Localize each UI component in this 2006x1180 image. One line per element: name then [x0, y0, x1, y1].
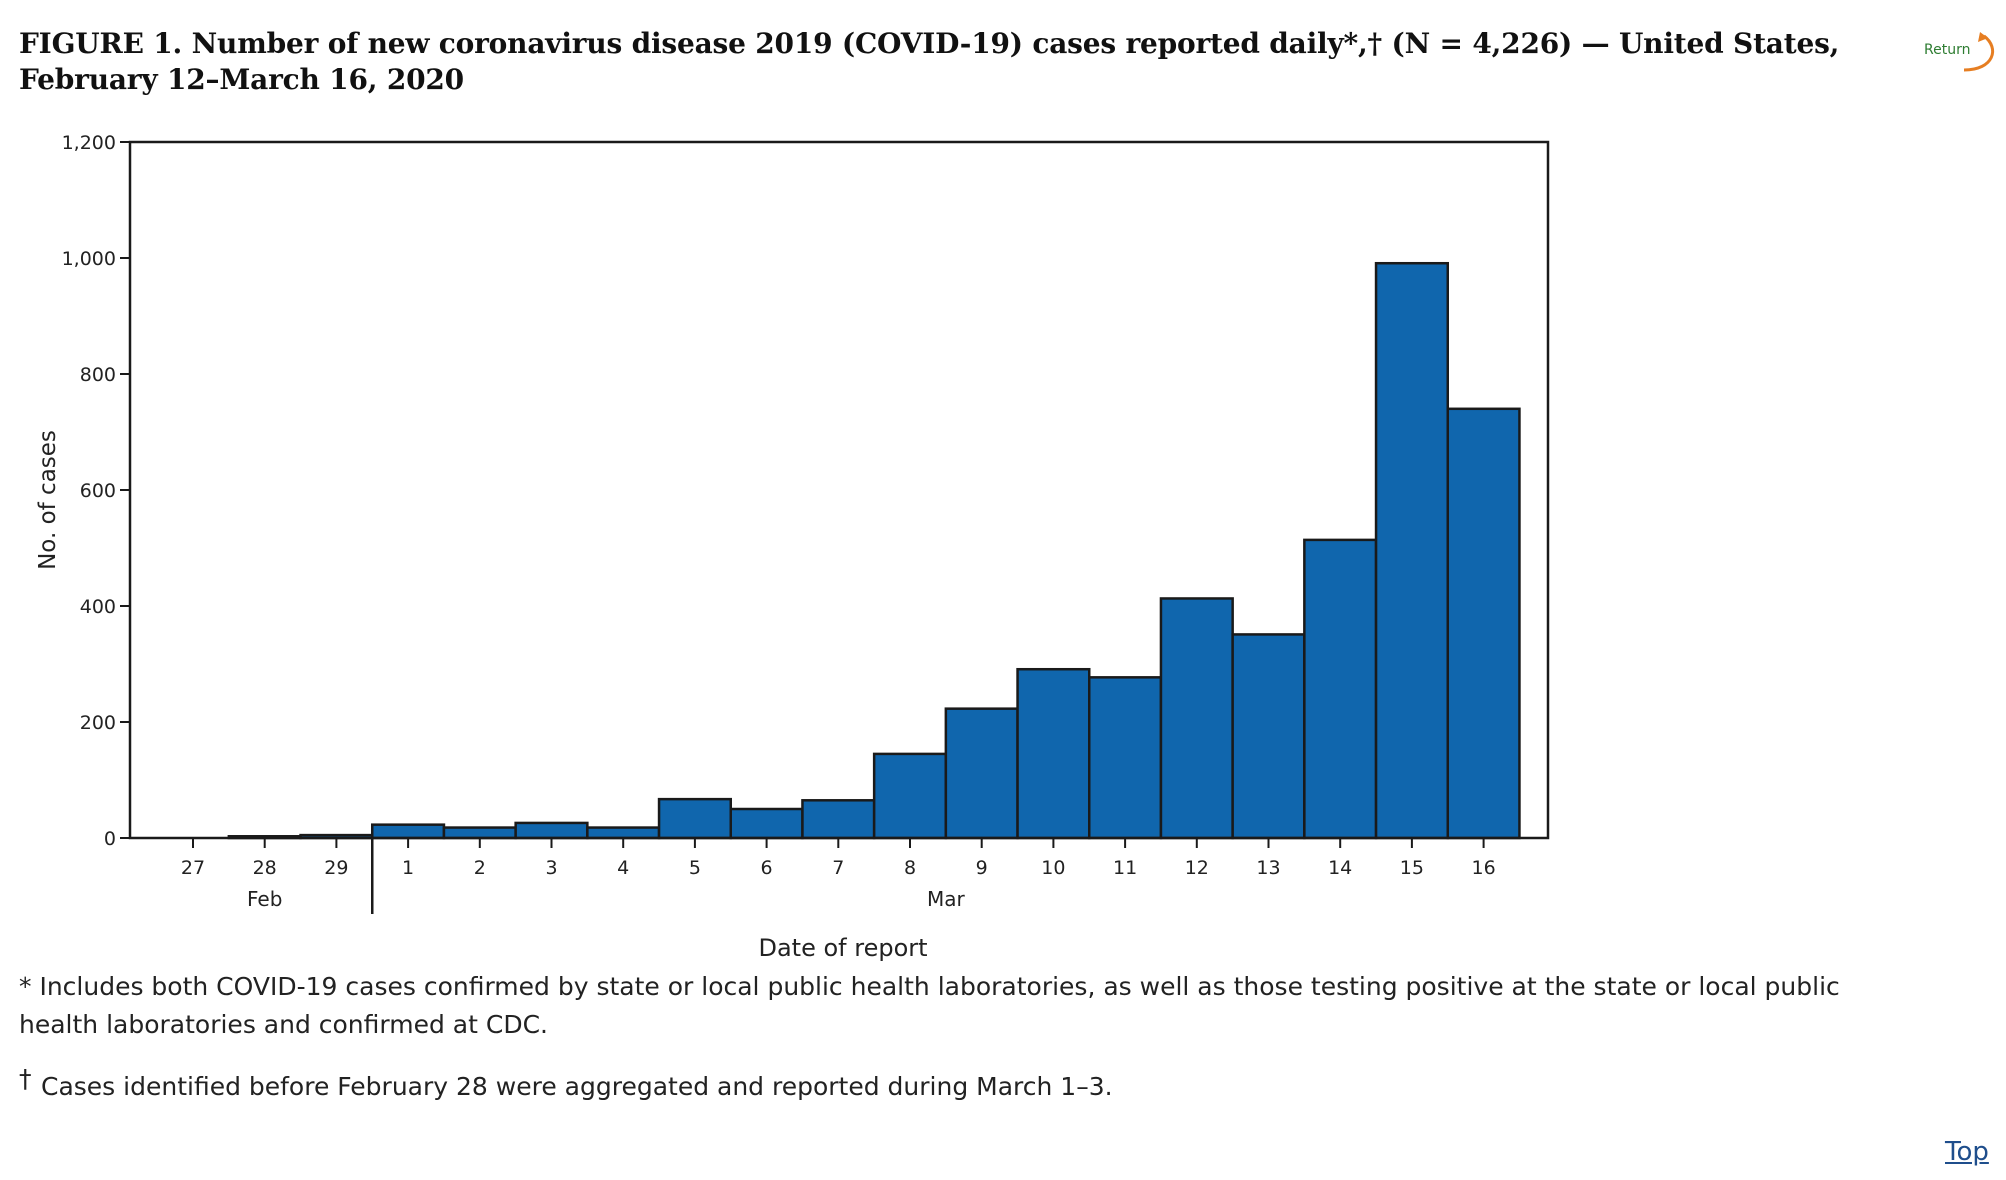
y-tick-label-600: 600 [80, 480, 116, 502]
x-tick-label-9: 9 [976, 857, 988, 879]
bar-11 [1088, 676, 1163, 840]
bar-14 [1303, 538, 1378, 840]
x-tick-label-13: 13 [1256, 857, 1280, 879]
x-tick-label-16: 16 [1472, 857, 1496, 879]
month-label-feb: Feb [247, 887, 282, 911]
y-tick-label-1000: 1,000 [62, 248, 116, 270]
chart: 0 200 400 600 800 1,000 1,200 27 28 29 1 2 3 4 5 6 7 8 9 10… [0, 120, 1580, 970]
footnote-2: † Cases identified before February 28 we… [19, 1064, 1919, 1106]
x-tick-label-28: 28 [253, 857, 277, 879]
bar-3 [514, 821, 589, 840]
bar-16 [1446, 407, 1521, 840]
x-tick-label-14: 14 [1328, 857, 1352, 879]
bar-12 [1159, 597, 1234, 840]
bar-7 [801, 799, 876, 840]
bar-15 [1374, 261, 1450, 840]
x-axis-title: Date of report [758, 934, 927, 962]
footnotes: * Includes both COVID-19 cases confirmed… [19, 968, 1919, 1106]
dagger-symbol: † [19, 1064, 32, 1093]
x-tick-label-3: 3 [545, 857, 557, 879]
x-tick-label-27: 27 [181, 857, 205, 879]
return-link[interactable]: Return [1922, 30, 1998, 74]
x-tick-label-15: 15 [1400, 857, 1424, 879]
y-axis-title: No. of cases [35, 430, 61, 570]
x-tick-label-8: 8 [904, 857, 916, 879]
bar-13 [1231, 633, 1306, 840]
month-label-mar: Mar [927, 887, 966, 911]
x-tick-label-1: 1 [402, 857, 414, 879]
return-label: Return [1924, 42, 1971, 58]
bar-8 [872, 752, 948, 840]
x-tick-label-11: 11 [1113, 857, 1137, 879]
bar-5 [657, 797, 732, 840]
bar-6 [729, 807, 804, 840]
bar-9 [944, 707, 1019, 840]
footnote-1: * Includes both COVID-19 cases confirmed… [19, 972, 1840, 1039]
x-tick-label-12: 12 [1185, 857, 1209, 879]
y-tick-label-200: 200 [80, 712, 116, 734]
x-tick-label-2: 2 [474, 857, 486, 879]
y-tick-label-400: 400 [80, 596, 116, 618]
x-tick-label-4: 4 [617, 857, 629, 879]
bar-1 [371, 823, 446, 840]
x-tick-label-5: 5 [689, 857, 701, 879]
x-tick-label-7: 7 [832, 857, 844, 879]
y-tick-label-800: 800 [80, 364, 116, 386]
return-arrow-icon [1963, 32, 1995, 72]
x-tick-label-6: 6 [761, 857, 773, 879]
x-tick-label-29: 29 [324, 857, 348, 879]
x-tick-label-10: 10 [1041, 857, 1065, 879]
y-tick-label-1200: 1,200 [62, 132, 116, 154]
figure-title: FIGURE 1. Number of new coronavirus dise… [19, 27, 1840, 96]
bar-2 [442, 826, 517, 840]
bar-4 [586, 826, 661, 840]
y-tick-label-0: 0 [104, 828, 116, 850]
bar-10 [1016, 667, 1091, 840]
footnote-2-text: Cases identified before February 28 were… [41, 1072, 1113, 1101]
top-link[interactable]: Top [1945, 1137, 1989, 1167]
